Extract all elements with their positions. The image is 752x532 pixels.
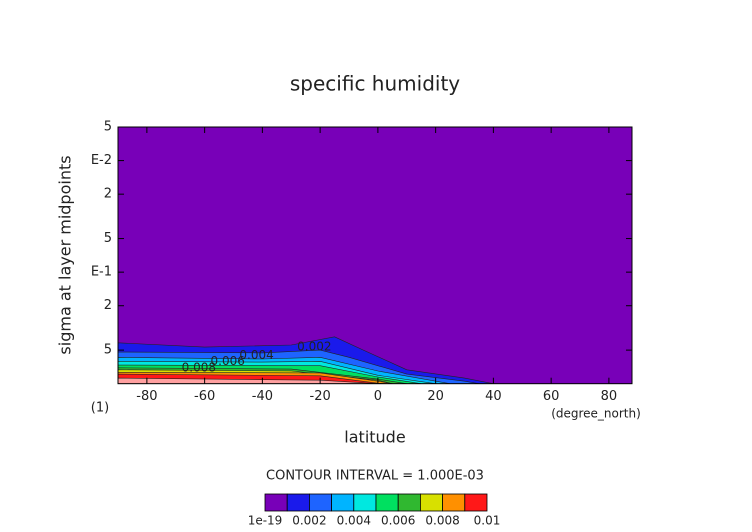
y-axis-label: sigma at layer midpoints xyxy=(56,155,75,354)
colorbar-box xyxy=(353,493,377,512)
x-tick-label: 80 xyxy=(601,389,618,404)
y-tick-label: 5 xyxy=(104,120,112,135)
colorbar-label: 0.004 xyxy=(337,514,371,528)
x-tick-label: -60 xyxy=(194,389,215,404)
x-tick-label: -20 xyxy=(310,389,331,404)
contour-label: 0.006 xyxy=(211,354,245,368)
colorbar-label: 0.006 xyxy=(381,514,415,528)
colorbar-label: 1e-19 xyxy=(248,514,283,528)
colorbar-box xyxy=(464,493,488,512)
contour-band xyxy=(118,127,632,384)
contour-label: 0.002 xyxy=(297,340,331,354)
contour-interval: CONTOUR INTERVAL = 1.000E-03 xyxy=(266,469,484,484)
y-tick-label: 2 xyxy=(104,187,112,202)
colorbar-box xyxy=(286,493,310,512)
colorbar-label: 0.002 xyxy=(292,514,326,528)
colorbar-box xyxy=(308,493,332,512)
colorbar-box xyxy=(419,493,443,512)
x-tick-label: 20 xyxy=(427,389,444,404)
colorbar-box xyxy=(331,493,355,512)
y-tick-label: E-1 xyxy=(91,265,112,280)
colorbar-box xyxy=(442,493,466,512)
colorbar-box xyxy=(375,493,399,512)
y-tick-label: E-2 xyxy=(91,153,112,168)
x-tick-label: -80 xyxy=(136,389,157,404)
y-tick-label: 5 xyxy=(104,231,112,246)
x-tick-label: 0 xyxy=(374,389,382,404)
x-unit: (degree_north) xyxy=(551,407,641,421)
contour-label: 0.004 xyxy=(239,348,273,362)
y-tick-label: 5 xyxy=(104,343,112,358)
y-origin-label: (1) xyxy=(91,401,109,416)
colorbar-box xyxy=(397,493,421,512)
x-axis-label: latitude xyxy=(344,428,405,447)
y-tick-label: 2 xyxy=(104,298,112,313)
plot-frame xyxy=(117,126,633,385)
colorbar-box xyxy=(264,493,288,512)
x-tick-label: -40 xyxy=(252,389,273,404)
colorbar-label: 0.008 xyxy=(425,514,459,528)
x-tick-label: 60 xyxy=(543,389,560,404)
chart-title: specific humidity xyxy=(290,72,460,96)
colorbar-label: 0.01 xyxy=(474,514,501,528)
contour-label: 0.008 xyxy=(182,360,216,374)
x-tick-label: 40 xyxy=(485,389,502,404)
